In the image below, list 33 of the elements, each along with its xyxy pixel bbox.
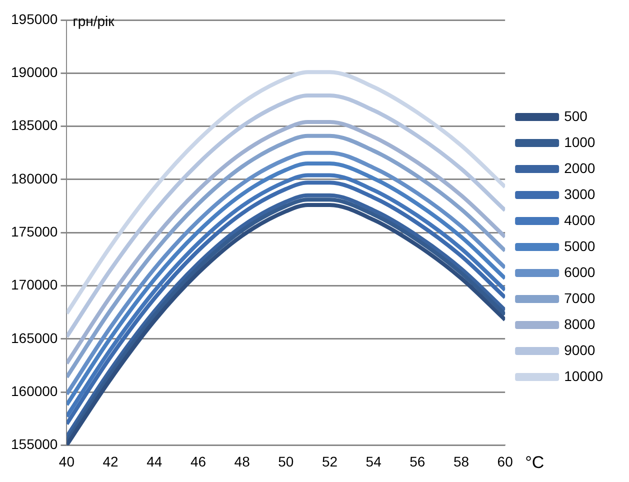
x-tick-label: 42 xyxy=(102,453,119,470)
x-tick-label: 40 xyxy=(58,453,75,470)
x-tick-label: 58 xyxy=(453,453,470,470)
y-tick-label: 170000 xyxy=(11,276,58,293)
x-tick-label: 60 xyxy=(497,453,514,470)
x-tick-label: 54 xyxy=(366,453,382,470)
y-tick-label: 160000 xyxy=(11,382,58,399)
y-tick-label: 185000 xyxy=(11,117,58,134)
legend-label: 3000 xyxy=(564,186,596,202)
legend-label: 10000 xyxy=(564,368,604,384)
x-tick-label: 56 xyxy=(410,453,426,470)
x-tick-label: 50 xyxy=(278,453,294,470)
x-tick-label: 46 xyxy=(190,453,206,470)
y-tick-label: 175000 xyxy=(11,223,58,240)
x-tick-label: 52 xyxy=(322,453,338,470)
legend-label: 1000 xyxy=(564,134,596,150)
y-tick-label: 165000 xyxy=(11,330,58,346)
y-tick-label: 195000 xyxy=(11,10,58,27)
legend-label: 500 xyxy=(564,108,588,124)
x-tick-label: 48 xyxy=(234,453,250,470)
y-tick-label: 190000 xyxy=(11,64,58,80)
legend-label: 5000 xyxy=(564,238,596,254)
x-tick-label: 44 xyxy=(146,453,162,470)
legend-label: 9000 xyxy=(564,342,596,358)
legend-label: 6000 xyxy=(564,264,596,280)
legend-label: 7000 xyxy=(564,290,596,306)
y-axis-title: грн/рік xyxy=(72,12,116,29)
y-tick-label: 180000 xyxy=(11,170,58,186)
y-tick-label: 155000 xyxy=(11,436,58,452)
legend-label: 2000 xyxy=(564,160,596,176)
legend-label: 4000 xyxy=(564,212,596,228)
x-axis-title: °C xyxy=(525,452,544,472)
legend-label: 8000 xyxy=(564,316,596,332)
